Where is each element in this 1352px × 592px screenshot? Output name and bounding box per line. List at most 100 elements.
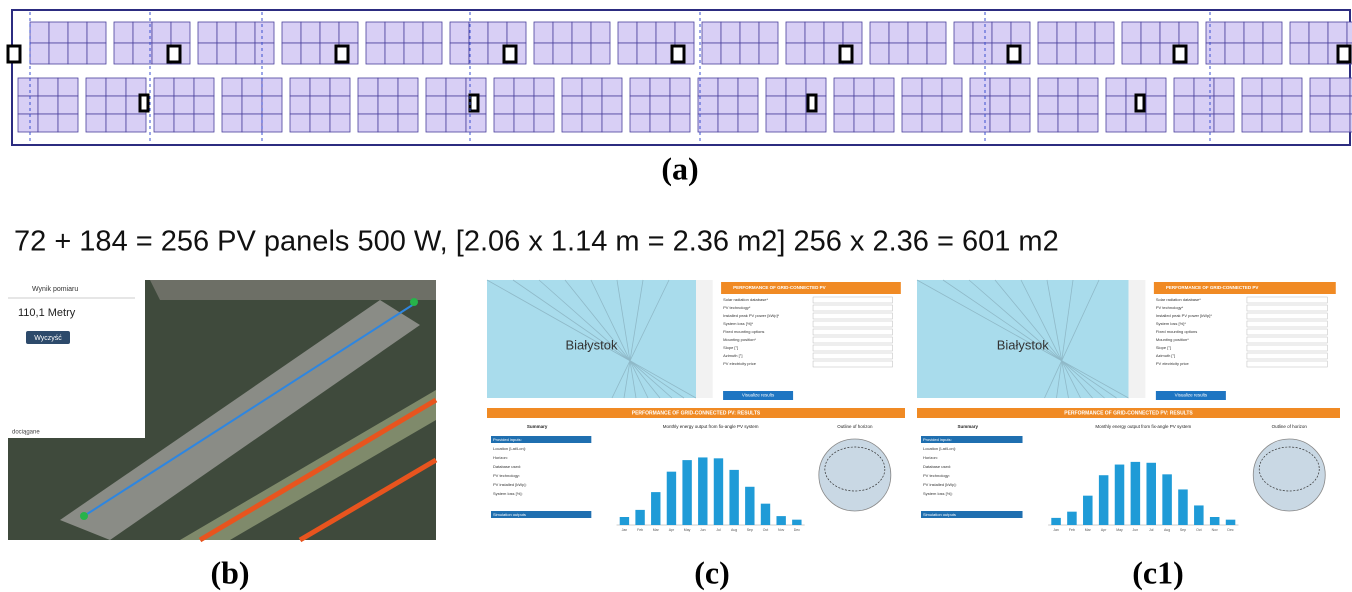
pv-module bbox=[30, 43, 49, 64]
form-label: PV electricity price bbox=[1156, 361, 1190, 366]
pv-module bbox=[630, 78, 650, 96]
pv-module bbox=[1244, 43, 1263, 64]
bar bbox=[651, 492, 660, 525]
pv-module bbox=[1214, 114, 1234, 132]
x-tick-label: May bbox=[1116, 528, 1123, 532]
x-tick-label: Apr bbox=[1101, 528, 1107, 532]
summary-label: PV technology: bbox=[923, 473, 950, 478]
pv-module bbox=[1347, 22, 1352, 43]
pv-module bbox=[378, 114, 398, 132]
formula: 72 + 184 = 256 PV panels 500 W, [2.06 x … bbox=[14, 226, 1059, 258]
pv-module bbox=[889, 22, 908, 43]
pv-module bbox=[1106, 114, 1126, 132]
pv-module bbox=[908, 22, 927, 43]
pv-module bbox=[927, 43, 946, 64]
pv-module bbox=[514, 96, 534, 114]
pv-module bbox=[805, 43, 824, 64]
pv-module bbox=[133, 22, 152, 43]
pv-module bbox=[1206, 22, 1225, 43]
pv-module bbox=[1194, 114, 1214, 132]
pv-module bbox=[330, 96, 350, 114]
form-label: Azimuth [°] bbox=[1156, 353, 1175, 358]
bar bbox=[1162, 474, 1172, 525]
pv-module bbox=[339, 22, 358, 43]
pv-module bbox=[514, 114, 534, 132]
pv-module bbox=[236, 43, 255, 64]
bar bbox=[620, 517, 629, 525]
chart-title: Monthly energy output from fix-angle PV … bbox=[1095, 424, 1191, 429]
pv-module bbox=[806, 78, 826, 96]
pv-module bbox=[889, 43, 908, 64]
pv-module bbox=[450, 43, 469, 64]
pv-module bbox=[1011, 22, 1030, 43]
pv-module bbox=[194, 96, 214, 114]
pv-module bbox=[805, 22, 824, 43]
form-input bbox=[813, 345, 892, 351]
side-tabs bbox=[1129, 280, 1146, 398]
form-input bbox=[813, 305, 892, 311]
box-title: Wynik pomiaru bbox=[32, 286, 78, 293]
chimney bbox=[1338, 46, 1350, 62]
pv-module bbox=[1225, 43, 1244, 64]
pv-module bbox=[1290, 43, 1309, 64]
pv-module bbox=[1078, 114, 1098, 132]
figure: (a) 72 + 184 = 256 PV panels 500 W, [2.0… bbox=[0, 0, 1352, 592]
pv-module bbox=[1076, 43, 1095, 64]
pv-module bbox=[217, 43, 236, 64]
pv-module bbox=[114, 43, 133, 64]
pv-module bbox=[718, 114, 738, 132]
pv-module bbox=[1244, 22, 1263, 43]
pv-module bbox=[282, 22, 301, 43]
pv-module bbox=[236, 22, 255, 43]
pv-module bbox=[1174, 96, 1194, 114]
pv-module bbox=[58, 114, 78, 132]
x-tick-label: Mar bbox=[1085, 528, 1092, 532]
form-label: PV technology* bbox=[1156, 305, 1184, 310]
horizon-title: Outline of horizon bbox=[1272, 424, 1308, 429]
pv-module bbox=[1038, 78, 1058, 96]
pv-module bbox=[378, 78, 398, 96]
pv-module bbox=[466, 114, 486, 132]
x-tick-label: Oct bbox=[1196, 528, 1201, 532]
pv-module bbox=[582, 78, 602, 96]
pv-module bbox=[1141, 22, 1160, 43]
summary-label: Database used: bbox=[923, 464, 951, 469]
form-input bbox=[813, 361, 892, 367]
form-input bbox=[813, 329, 892, 335]
summary-label: Provided inputs: bbox=[493, 437, 522, 442]
pv-module bbox=[330, 78, 350, 96]
summary-label: Horizon: bbox=[923, 455, 938, 460]
pv-module bbox=[572, 43, 591, 64]
pv-module bbox=[908, 43, 927, 64]
summary-title: Summary bbox=[958, 424, 979, 429]
map-city: Białystok bbox=[997, 337, 1050, 352]
pv-module bbox=[1122, 43, 1141, 64]
x-tick-label: Aug bbox=[1164, 528, 1170, 532]
summary-label: System loss [%]: bbox=[923, 491, 953, 496]
pv-module bbox=[670, 96, 690, 114]
pv-module bbox=[426, 96, 446, 114]
chimney bbox=[1008, 46, 1020, 62]
pv-module bbox=[398, 96, 418, 114]
aerial-view: Wynik pomiaru 110,1 Metry Wyczyść dociąg… bbox=[8, 280, 436, 540]
pv-module bbox=[358, 114, 378, 132]
pv-module bbox=[718, 78, 738, 96]
pv-module bbox=[1106, 96, 1126, 114]
pv-module bbox=[114, 22, 133, 43]
form-input bbox=[813, 321, 892, 327]
x-tick-label: Nov bbox=[1212, 528, 1218, 532]
pv-module bbox=[171, 22, 190, 43]
pv-module bbox=[1310, 96, 1330, 114]
map-city: Białystok bbox=[565, 337, 618, 352]
pv-module bbox=[922, 96, 942, 114]
pv-module bbox=[1214, 78, 1234, 96]
pv-module bbox=[106, 114, 126, 132]
horizon-dome bbox=[1253, 439, 1325, 511]
pv-module bbox=[1057, 43, 1076, 64]
bar bbox=[761, 504, 770, 525]
pv-module bbox=[38, 96, 58, 114]
pvgis-screenshot: BiałystokPERFORMANCE OF GRID-CONNECTED P… bbox=[917, 280, 1340, 532]
bar bbox=[714, 458, 723, 525]
pv-module bbox=[154, 78, 174, 96]
form-label: Mounting position* bbox=[1156, 337, 1189, 342]
